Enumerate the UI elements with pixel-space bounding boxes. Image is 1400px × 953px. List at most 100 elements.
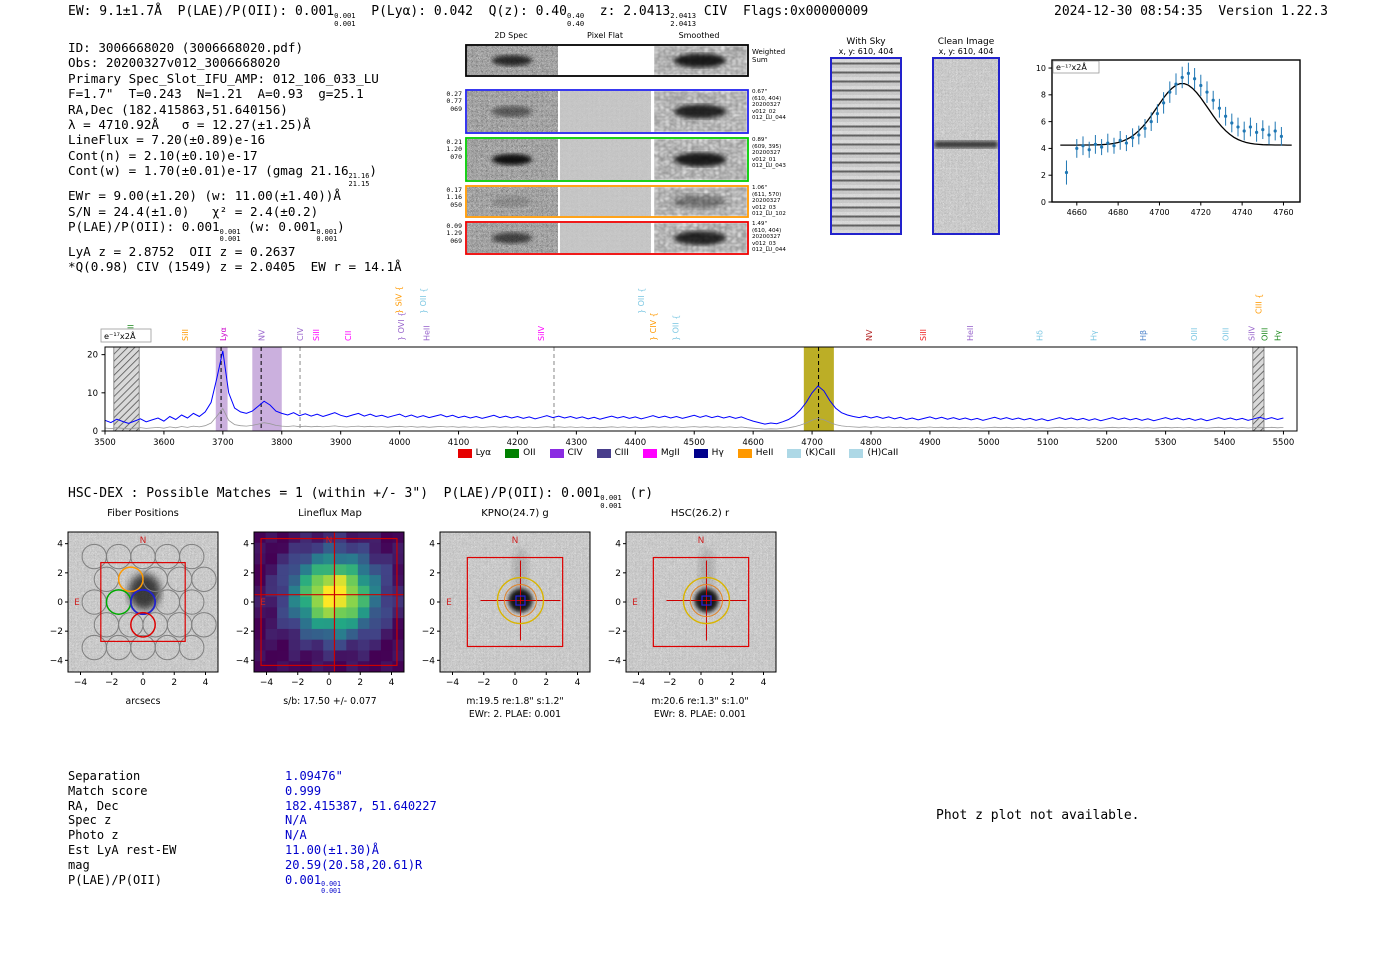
emission-line-label: SiII: [181, 329, 190, 341]
x-tick-label: 0: [512, 678, 518, 688]
match-value: N/A: [285, 828, 307, 843]
y-tick-label: −2: [608, 627, 621, 637]
x-tick-label: −4: [260, 678, 274, 688]
legend-item: OII: [505, 448, 536, 458]
x-tick-label: −2: [105, 678, 118, 688]
match-value: 11.00(±1.30)Å: [285, 842, 379, 857]
fiber-circle-orange: [117, 566, 144, 593]
aperture-ring-outer: [496, 576, 545, 625]
x-tick-label: 4600: [742, 438, 764, 448]
x-tick-label: 4200: [507, 438, 529, 448]
cutout-title-kpno: KPNO(24.7) g: [481, 508, 549, 519]
y-tick-label: 2: [57, 569, 63, 579]
match-label: Separation: [68, 769, 141, 783]
catalog-position-box: [515, 595, 526, 606]
info-line: S/N = 24.4(±1.0) χ² = 2.4(±0.2): [68, 203, 319, 219]
legend-item: CIII: [596, 448, 629, 458]
y-tick-label: 20: [87, 351, 98, 361]
y-tick-label: 4: [615, 540, 621, 550]
y-tick-label: 2: [429, 569, 435, 579]
x-tick-label: 5000: [978, 438, 1000, 448]
match-value: 20.59(20.58,20.61)R: [285, 857, 423, 872]
noise-overlay: [832, 59, 900, 233]
info-line: Primary Spec_Slot_IFU_AMP: 012_106_033_L…: [68, 70, 379, 86]
info-line: ID: 3006668020 (3006668020.pdf): [68, 40, 304, 55]
emission-line-label: OIII: [1190, 328, 1199, 341]
y-tick-label: 0: [1041, 198, 1046, 207]
y-tick-label: 0: [243, 598, 249, 608]
x-tick-label: −4: [632, 678, 646, 688]
x-tick-label: 5300: [1155, 438, 1177, 448]
x-tick-label: 2: [729, 678, 735, 688]
y-tick-label: −2: [50, 627, 63, 637]
x-tick-label: 0: [326, 678, 332, 688]
emission-line-label: OIII: [1261, 328, 1270, 341]
match-value: 1.09476": [285, 769, 343, 783]
y-tick-label: −4: [50, 656, 64, 666]
fiber-circle-blue: [129, 588, 157, 616]
match-label: Photo z: [68, 828, 119, 843]
spectrum-line: [104, 350, 1284, 425]
x-tick-label: 4660: [1067, 208, 1087, 217]
spectrum-units-label: e⁻¹⁷x2Å: [104, 330, 136, 341]
x-tick-label: 4100: [448, 438, 470, 448]
emission-line-label: } SiV {: [394, 286, 403, 314]
legend-swatch: [505, 448, 520, 458]
withsky-coords: x, y: 610, 404: [838, 47, 894, 56]
withsky-image: [830, 57, 902, 235]
sup-sub-value: 0.001 0.001: [316, 227, 338, 244]
weighted-sum-label: Weighted Sum: [752, 48, 786, 64]
x-tick-label: 4760: [1273, 208, 1293, 217]
y-tick-label: 0: [429, 598, 435, 608]
sup-sub-value: 0.001 0.001: [600, 493, 622, 510]
match-row: Est LyA rest-EW 11.00(±1.30)Å: [68, 843, 437, 858]
catalog-position-box: [701, 595, 712, 606]
match-row: RA, Dec 182.415387, 51.640227: [68, 799, 437, 814]
extraction-box: [652, 556, 750, 648]
emission-line-label: } OII {: [419, 288, 428, 314]
x-tick-label: 4000: [389, 438, 411, 448]
x-tick-label: 3900: [330, 438, 352, 448]
sup-sub-value: 2.0413 2.0413: [670, 11, 697, 28]
match-value: 0.001 0.001 0.001: [285, 872, 341, 896]
info-line: LyA z = 2.8752 OII z = 0.2637: [68, 243, 296, 259]
x-tick-label: 4900: [919, 438, 941, 448]
extraction-box: [466, 556, 564, 648]
cutout-caption-lineflux: s/b: 17.50 +/- 0.077: [283, 696, 377, 707]
catalog-match-summary: HSC-DEX : Possible Matches = 1 (within +…: [68, 486, 654, 510]
highlight-band: [252, 347, 282, 431]
y-tick-label: 0: [615, 598, 621, 608]
spec2d-row-right-label: 0.89" (609, 395) 20200327 v012_01 012_LU…: [752, 137, 786, 169]
info-line: EWr = 9.00(±1.20) (w: 11.00(±1.40))Å: [68, 188, 341, 204]
match-row: Photo z N/A: [68, 828, 437, 843]
spec2d-row-left-label: 0.27 0.77 069: [446, 90, 462, 113]
compass-east-label: E: [74, 598, 80, 608]
emission-line-label: NV: [258, 329, 267, 341]
x-tick-label: 3500: [94, 438, 116, 448]
emission-line-label: Hβ: [1139, 330, 1148, 341]
x-tick-label: 4300: [566, 438, 588, 448]
emission-line-label: } CIV {: [649, 312, 658, 341]
emission-line-label: Hγ: [1274, 330, 1283, 341]
emission-line-label: HeII: [966, 325, 975, 341]
match-row: mag 20.59(20.58,20.61)R: [68, 858, 437, 873]
legend-swatch: [642, 448, 657, 458]
emission-line-label: Lyα: [219, 327, 228, 341]
emission-line-label: NV: [865, 329, 874, 341]
match-row: Spec z N/A: [68, 813, 437, 828]
fiber-circle-red: [130, 611, 156, 638]
emission-line-label: SiII: [919, 329, 928, 341]
highlight-band: [113, 346, 140, 432]
legend-item: MgII: [642, 448, 680, 458]
spec2d-row-left-label: 0.17 1.16 050: [446, 186, 462, 209]
cutout-caption-fiber: arcsecs: [125, 696, 161, 707]
match-label: mag: [68, 857, 90, 872]
emission-line-label: } OII {: [637, 288, 646, 314]
emission-line-label: CII: [344, 331, 353, 341]
x-tick-label: 2: [171, 678, 177, 688]
spec2d-row-right-label: 1.49" (610, 404) 20200327 v012_03 012_LU…: [752, 221, 786, 253]
cutout-caption-hsc-1: m:20.6 re:1.3" s:1.0": [651, 696, 749, 707]
emission-line-label: SiIV: [1248, 325, 1257, 341]
x-tick-label: 4: [575, 678, 581, 688]
y-tick-label: −4: [608, 656, 622, 666]
